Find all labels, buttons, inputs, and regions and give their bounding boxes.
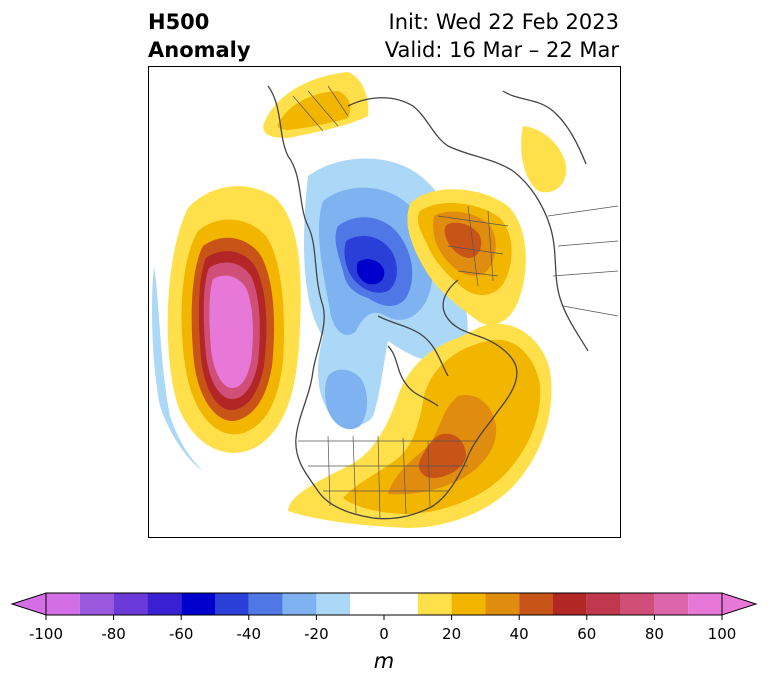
colorbar-cell [417,593,452,615]
init-date: Init: Wed 22 Feb 2023 [388,10,619,34]
colorbar-cell [586,593,621,615]
colorbar-tick-label: -60 [169,625,194,643]
colorbar-extend-low [10,592,47,616]
anomaly-pacific-negative-fringe [152,266,203,471]
anomaly-scandinavia-ridge [263,72,369,138]
colorbar-cell [248,593,283,615]
colorbar-cell [519,593,553,615]
anomaly-atlantic-ridge [288,323,552,528]
colorbar-cell [654,593,689,615]
colorbar-cell [316,593,351,615]
colorbar-tick-label: -100 [29,625,63,643]
colorbar-cell [113,593,148,615]
colorbar-cell [553,593,587,615]
colorbar-tick-label: 40 [510,625,529,643]
map-frame [148,66,621,538]
colorbar-cell [46,593,80,615]
chart-dates: Init: Wed 22 Feb 2023 Valid: 16 Mar – 22… [385,8,619,64]
title-type: Anomaly [148,38,251,62]
anomaly-east-asia-ridge [521,126,567,193]
borders [292,85,619,519]
colorbar-cell [485,593,520,615]
colorbar-tick-label: -20 [304,625,329,643]
colorbar-tick-label: 80 [645,625,664,643]
colorbar-cells [10,592,758,616]
colorbar-tick-label: 20 [442,625,461,643]
valid-range: Valid: 16 Mar – 22 Mar [384,38,619,62]
title-variable: H500 [148,10,210,34]
colorbar-units-label: m [374,649,394,673]
colorbar-tick-label: -40 [237,625,262,643]
colorbar-tick-label: 100 [708,625,737,643]
anomaly-map [148,66,621,538]
colorbar-cell [350,593,418,615]
colorbar-tick-label: 60 [577,625,596,643]
colorbar-cell [282,593,317,615]
colorbar-ticks: -100 -80 -60 -40 -20 0 20 40 60 80 100 [29,615,736,643]
coastlines [267,85,589,520]
colorbar-cell [451,593,486,615]
colorbar-cell [620,593,655,615]
colorbar-extend-high [721,592,758,616]
anomaly-pacific-ridge [167,186,301,453]
colorbar-tick-label: -80 [101,625,126,643]
colorbar-cell [79,593,114,615]
colorbar-tick-label: 0 [379,625,389,643]
colorbar-cell [147,593,182,615]
colorbar-cell [215,593,249,615]
chart-title: H500 Anomaly [148,8,251,64]
colorbar-cell [688,593,722,615]
colorbar-cell [181,593,215,615]
colorbar: -100 -80 -60 -40 -20 0 20 40 60 80 100 m [10,592,758,673]
